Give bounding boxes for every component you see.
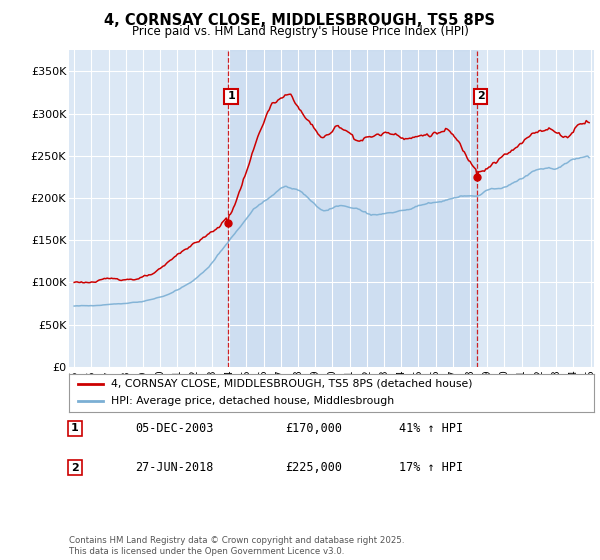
Text: 17% ↑ HPI: 17% ↑ HPI <box>399 461 463 474</box>
Text: 2: 2 <box>71 463 79 473</box>
Text: 41% ↑ HPI: 41% ↑ HPI <box>399 422 463 435</box>
Text: 1: 1 <box>227 91 235 101</box>
Text: 2: 2 <box>477 91 485 101</box>
Text: 05-DEC-2003: 05-DEC-2003 <box>135 422 214 435</box>
Text: Price paid vs. HM Land Registry's House Price Index (HPI): Price paid vs. HM Land Registry's House … <box>131 25 469 39</box>
Text: HPI: Average price, detached house, Middlesbrough: HPI: Average price, detached house, Midd… <box>111 396 394 407</box>
Text: 27-JUN-2018: 27-JUN-2018 <box>135 461 214 474</box>
Text: £225,000: £225,000 <box>285 461 342 474</box>
Text: Contains HM Land Registry data © Crown copyright and database right 2025.
This d: Contains HM Land Registry data © Crown c… <box>69 536 404 556</box>
Text: 4, CORNSAY CLOSE, MIDDLESBROUGH, TS5 8PS (detached house): 4, CORNSAY CLOSE, MIDDLESBROUGH, TS5 8PS… <box>111 379 473 389</box>
Text: 4, CORNSAY CLOSE, MIDDLESBROUGH, TS5 8PS: 4, CORNSAY CLOSE, MIDDLESBROUGH, TS5 8PS <box>104 13 496 28</box>
Text: 1: 1 <box>71 423 79 433</box>
Bar <box>227 50 477 367</box>
Text: £170,000: £170,000 <box>285 422 342 435</box>
